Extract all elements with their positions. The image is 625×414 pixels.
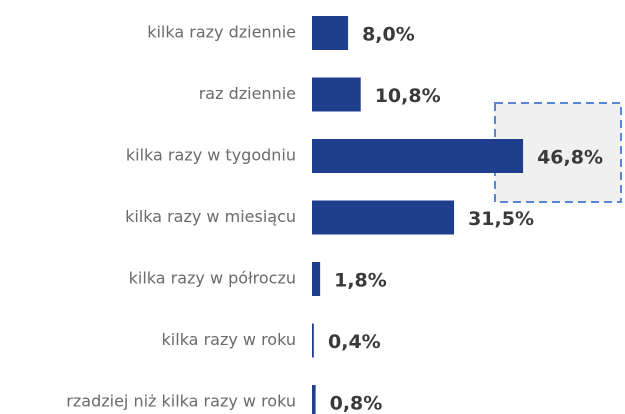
value-label: 8,0% (362, 24, 415, 46)
value-label: 46,8% (537, 147, 603, 169)
bar (312, 262, 321, 296)
value-label: 31,5% (468, 208, 534, 230)
bar (312, 16, 349, 50)
category-label: kilka razy w półroczu (129, 269, 296, 288)
bar (312, 200, 455, 235)
value-label: 10,8% (375, 85, 441, 107)
value-label: 0,4% (328, 331, 381, 353)
category-label: rzadziej niż kilka razy w roku (66, 392, 296, 411)
bar (312, 139, 524, 173)
category-label: kilka razy w miesiącu (125, 207, 296, 226)
value-label: 1,8% (334, 270, 387, 292)
bar (312, 323, 314, 358)
bar (312, 77, 361, 112)
value-label: 0,8% (330, 393, 383, 414)
category-label: kilka razy dziennie (147, 23, 296, 42)
category-label: raz dziennie (199, 84, 296, 103)
bar (312, 385, 316, 414)
category-label: kilka razy w tygodniu (126, 146, 296, 165)
category-label: kilka razy w roku (162, 330, 296, 349)
